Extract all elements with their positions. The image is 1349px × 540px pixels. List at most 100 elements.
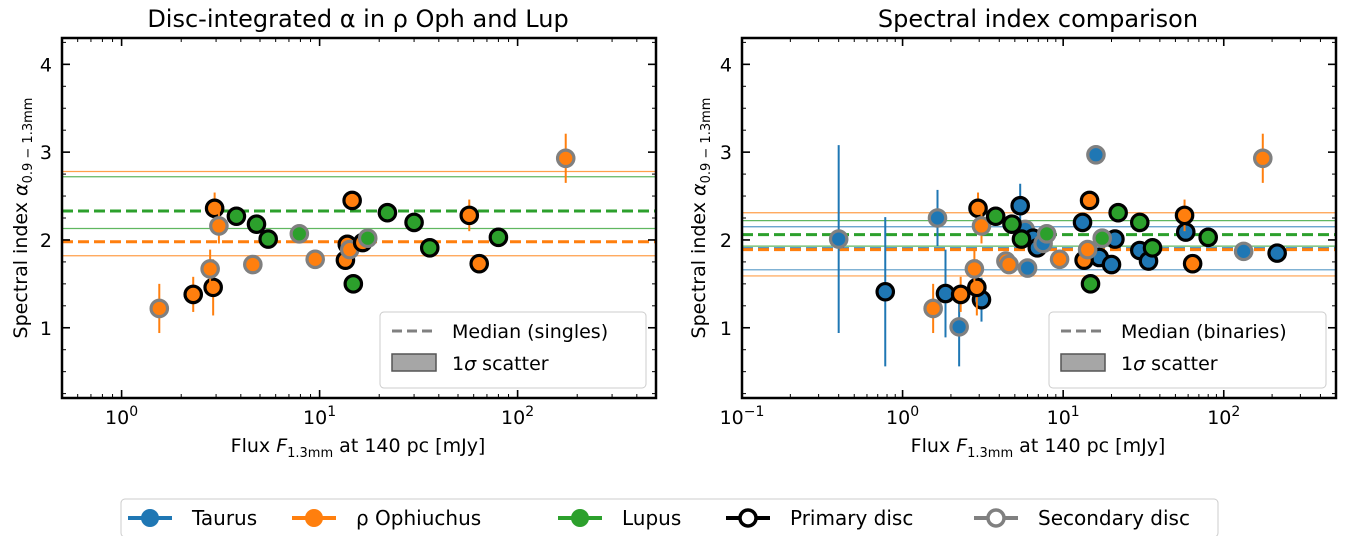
points-right (828, 133, 1287, 367)
x-axis-label-left-text: Flux F1.3mm at 140 pc [mJy] (231, 435, 486, 461)
legend-label: Secondary disc (1038, 506, 1190, 530)
data-point-left-20 (404, 212, 424, 233)
marker-ophiuchus-secondary (964, 259, 985, 279)
data-point-right-27 (971, 208, 992, 244)
y-tick-label: 1 (40, 318, 52, 340)
marker-ophiuchus-primary (1182, 253, 1203, 274)
marker-lupus-primary (377, 202, 398, 223)
data-point-left-11 (305, 249, 325, 270)
marker-ophiuchus-secondary (305, 249, 325, 270)
legend-marker (571, 509, 589, 527)
marker-lupus-primary (1108, 202, 1128, 223)
marker-lupus-primary (1011, 229, 1032, 249)
data-point-right-33 (1036, 224, 1057, 244)
data-point-right-31 (1002, 214, 1022, 234)
data-point-right-28 (985, 206, 1006, 227)
marker-lupus-secondary (289, 224, 310, 244)
marker-ophiuchus-primary (1174, 205, 1195, 226)
data-point-right-38 (1080, 274, 1101, 294)
x-axis-label-right-text: Flux F1.3mm at 140 pc [mJy] (911, 435, 1166, 461)
bottom-legend: Taurus ρ Ophiuchus Lupus Primary disc Second… (120, 498, 1219, 538)
y-axis-label-left: Spectral index α0.9 − 1.3mm (10, 98, 36, 339)
data-point-left-16 (343, 274, 364, 294)
marker-lupus-primary (419, 238, 440, 258)
data-point-right-25 (964, 249, 985, 289)
x-tick-label: 100 (105, 404, 138, 429)
marker-ophiuchus-primary (968, 198, 988, 219)
chart-title-left: Disc-integrated α in ρ Oph and Lup (147, 5, 568, 33)
legend-marker-open (738, 508, 758, 528)
legend-marker (141, 509, 159, 527)
marker-lupus-secondary (357, 228, 378, 248)
plot-frame-right (740, 36, 1338, 400)
legend-label: Lupus (622, 506, 681, 530)
marker-taurus-primary (1267, 243, 1287, 263)
data-point-right-13 (1086, 144, 1106, 165)
marker-lupus-secondary (1092, 228, 1112, 248)
marker-lupus-primary (488, 227, 509, 248)
x-tick-label: 101 (303, 404, 336, 429)
marker-lupus-primary (246, 214, 267, 234)
data-point-right-37 (1079, 190, 1100, 211)
legend-scatter-label-right: 1σ scatter (1121, 353, 1218, 375)
data-point-left-21 (419, 238, 440, 258)
data-point-left-25 (555, 133, 576, 183)
legend-marker-open (986, 508, 1006, 528)
data-point-left-1 (183, 276, 204, 312)
data-point-left-23 (469, 253, 490, 274)
marker-ophiuchus-secondary (971, 216, 992, 236)
data-point-left-7 (243, 254, 263, 275)
marker-ophiuchus-secondary (243, 254, 263, 275)
marker-taurus-secondary (1086, 144, 1106, 165)
data-point-right-22 (923, 283, 943, 334)
marker-ophiuchus-primary (183, 284, 204, 305)
data-point-left-6 (226, 206, 247, 227)
legend-marker (305, 509, 323, 527)
marker-taurus-primary (875, 281, 896, 302)
y-tick-label: 2 (40, 230, 52, 252)
legend-median-label-left: Median (singles) (452, 321, 608, 343)
marker-ophiuchus-primary (342, 190, 362, 211)
marker-ophiuchus-primary (204, 198, 225, 219)
x-tick-label: 10−1 (720, 404, 765, 429)
y-tick-label: 1 (720, 318, 732, 340)
marker-taurus-primary (1072, 212, 1093, 233)
data-point-right-45 (1198, 227, 1218, 248)
bottom-legend-item-1: ρ Ophiuchus (292, 506, 481, 530)
x-tick-label: 100 (886, 404, 919, 429)
panel-left: Disc-integrated α in ρ Oph and Lup 100 10… (10, 5, 658, 461)
data-point-right-39 (1092, 228, 1112, 248)
y-tick-label: 4 (720, 54, 732, 76)
marker-lupus-primary (343, 274, 364, 294)
marker-lupus-primary (258, 229, 278, 249)
data-point-left-15 (342, 190, 362, 211)
marker-ophiuchus-secondary (1252, 148, 1273, 169)
marker-lupus-secondary (1036, 224, 1057, 244)
data-point-left-8 (246, 214, 267, 234)
marker-ophiuchus-secondary (1049, 249, 1070, 270)
data-point-right-44 (1182, 253, 1203, 274)
data-point-right-41 (1129, 212, 1150, 233)
data-point-left-9 (258, 229, 278, 249)
x-tick-label: 101 (1047, 404, 1080, 429)
chart-title-right: Spectral index comparison (878, 5, 1198, 33)
marker-ophiuchus-primary (203, 277, 223, 298)
bottom-legend-item-0: Taurus (128, 506, 257, 530)
marker-ophiuchus-primary (469, 253, 490, 274)
y-axis-label-left-text: Spectral index α0.9 − 1.3mm (10, 98, 36, 339)
data-point-right-2 (927, 189, 948, 247)
data-point-right-46 (1252, 133, 1273, 183)
data-point-right-0 (828, 145, 849, 334)
marker-lupus-primary (1198, 227, 1218, 248)
data-point-right-23 (950, 276, 971, 312)
data-point-right-21 (1267, 243, 1287, 263)
marker-ophiuchus-secondary (149, 298, 170, 319)
data-point-left-0 (149, 283, 170, 334)
y-tick-label: 3 (720, 142, 732, 164)
marker-ophiuchus-primary (1079, 190, 1100, 211)
marker-taurus-secondary (1017, 258, 1038, 278)
data-point-right-30 (999, 254, 1019, 275)
legend-scatter-swatch-left (391, 353, 437, 372)
ticks-left: 100 101 102 1 2 3 4 (40, 38, 657, 429)
